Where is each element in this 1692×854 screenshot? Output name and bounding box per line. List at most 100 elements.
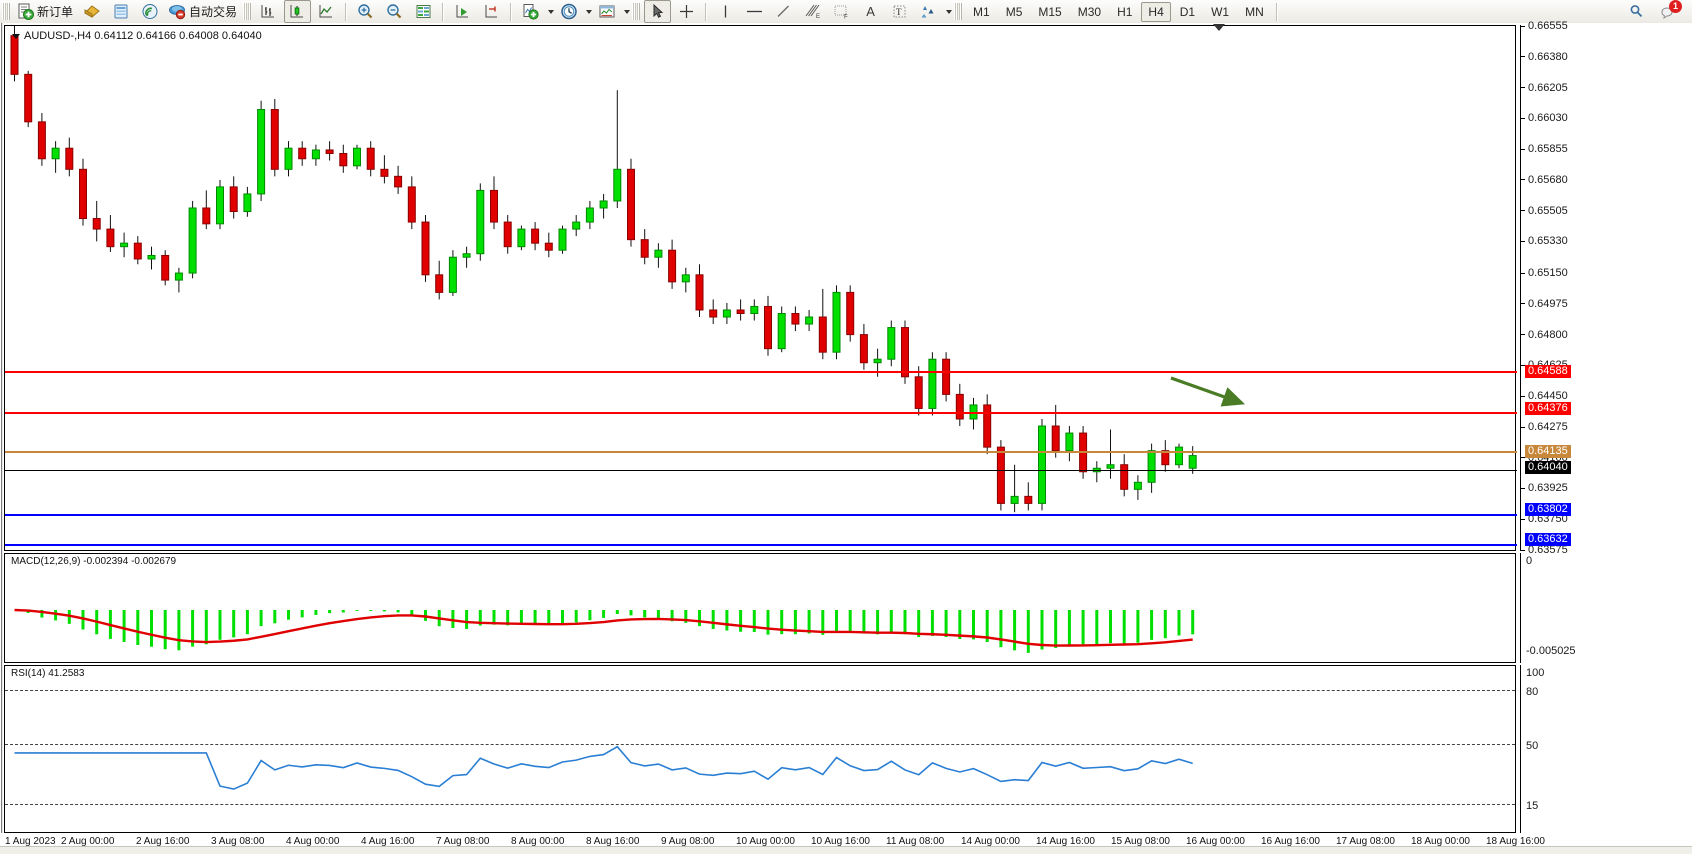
auto-trading-button[interactable]: 自动交易 (165, 0, 240, 23)
hline-icon (747, 10, 763, 13)
channel-button[interactable]: F (828, 0, 855, 23)
macd-tick: -0.005025 (1526, 645, 1576, 657)
time-tick: 9 Aug 08:00 (661, 836, 715, 847)
chart-shift-button[interactable] (478, 0, 505, 23)
cursor-button[interactable] (644, 0, 672, 23)
macd-pane[interactable]: MACD(12,26,9) -0.002394 -0.002679 (4, 553, 1516, 663)
fibo-button[interactable]: E (799, 0, 826, 23)
price-label-last-price[interactable]: 0.64040 (1525, 461, 1571, 475)
chart-top-marker (1213, 24, 1225, 31)
time-axis[interactable]: 1 Aug 2023 2 Aug 00:00 2 Aug 16:00 3 Aug 08… (4, 835, 1545, 853)
price-tick: 0.64975 (1521, 298, 1568, 310)
crosshair-button[interactable] (673, 0, 700, 23)
price-label-support-1[interactable]: 0.63802 (1525, 503, 1571, 517)
price-label-resistance-1[interactable]: 0.64588 (1525, 364, 1571, 378)
grid-button[interactable] (410, 0, 437, 23)
macd-label: MACD(12,26,9) -0.002394 -0.002679 (11, 556, 177, 567)
expert-advisor-button[interactable] (78, 0, 105, 23)
shapes-button[interactable] (915, 0, 942, 23)
time-tick: 14 Aug 16:00 (1036, 836, 1095, 847)
price-label-resistance-2[interactable]: 0.64376 (1525, 402, 1571, 416)
timeframe-m5[interactable]: M5 (1005, 4, 1023, 19)
time-tick: 14 Aug 00:00 (961, 836, 1020, 847)
crosshair-icon (680, 5, 694, 18)
trendline-button[interactable] (770, 0, 797, 23)
indicators-button[interactable] (517, 0, 544, 23)
timeframe-m1[interactable]: M1 (973, 4, 990, 19)
svg-text:F: F (844, 15, 848, 21)
toolbar-separator-2 (442, 2, 445, 21)
signal-button[interactable] (136, 0, 163, 23)
auto-trading-label: 自动交易 (189, 5, 238, 19)
indicators-dropdown-caret[interactable] (548, 9, 555, 14)
time-tick: 2 Aug 16:00 (136, 836, 190, 847)
vline-icon (724, 5, 727, 18)
level-line-resistance-1[interactable] (5, 371, 1517, 373)
timeframe-d1[interactable]: D1 (1179, 4, 1196, 19)
price-tick: 0.64275 (1521, 421, 1568, 433)
chart-area[interactable]: AUDUSD-,H4 0.64112 0.64166 0.64008 0.640… (0, 20, 1692, 853)
text-button[interactable]: A (857, 0, 884, 23)
timeframe-m30[interactable]: M30 (1077, 4, 1102, 19)
time-tick: 7 Aug 08:00 (436, 836, 490, 847)
time-tick: 4 Aug 00:00 (286, 836, 340, 847)
vline-button[interactable] (712, 0, 739, 23)
shapes-dropdown-caret[interactable] (946, 9, 953, 14)
rsi-level-50 (5, 744, 1515, 745)
price-candles (10, 26, 1197, 513)
toolbar-grip[interactable] (2, 3, 10, 20)
price-tick: 0.65330 (1521, 235, 1568, 247)
data-window-icon (114, 4, 128, 19)
level-line-support-1[interactable] (5, 514, 1517, 516)
macd-axis: 0 -0.005025 (1520, 553, 1692, 663)
alerts-button[interactable]: 1 (1655, 0, 1682, 23)
price-label-pivot-level[interactable]: 0.64135 (1525, 444, 1571, 458)
time-tick: 18 Aug 16:00 (1486, 836, 1545, 847)
line-chart-button[interactable] (313, 0, 340, 23)
timeframe-h4[interactable]: H4 (1141, 1, 1171, 22)
data-window-button[interactable] (107, 0, 134, 23)
toolbar-grip-3[interactable] (632, 3, 641, 20)
price-tick: 0.65505 (1521, 205, 1568, 217)
time-tick: 8 Aug 00:00 (511, 836, 565, 847)
rsi-label: RSI(14) 41.2583 (11, 668, 85, 679)
trendline-icon (777, 5, 789, 17)
level-line-support-2[interactable] (5, 544, 1517, 546)
svg-text:E: E (816, 14, 820, 20)
channel-icon: F (834, 5, 848, 21)
candlestick-icon (290, 5, 304, 18)
rsi-pane[interactable]: RSI(14) 41.2583 (4, 665, 1516, 833)
search-button[interactable] (1623, 0, 1650, 23)
period-dropdown-caret[interactable] (586, 9, 593, 14)
macd-tick: 0 (1526, 555, 1533, 567)
chart-collapse-icon[interactable] (12, 33, 20, 39)
templates-dropdown-caret[interactable] (624, 9, 631, 14)
price-pane[interactable]: AUDUSD-,H4 0.64112 0.64166 0.64008 0.640… (4, 25, 1517, 551)
hline-button[interactable] (741, 0, 768, 23)
timeframe-mn[interactable]: MN (1245, 4, 1264, 19)
zoom-out-button[interactable] (381, 0, 408, 23)
new-order-button[interactable]: 新订单 (14, 0, 76, 23)
bar-chart-button[interactable] (255, 0, 282, 23)
period-button[interactable] (555, 0, 582, 23)
timeframe-m15[interactable]: M15 (1038, 4, 1062, 19)
time-tick: 15 Aug 08:00 (1111, 836, 1170, 847)
text-icon: A (866, 4, 875, 19)
price-tick: 0.65680 (1521, 174, 1568, 186)
toolbar-grip-4[interactable] (954, 3, 963, 20)
time-tick: 2 Aug 00:00 (61, 836, 115, 847)
price-axis[interactable]: 0.66555 0.66380 0.66205 0.66030 0.65855 0.656… (1520, 20, 1692, 556)
zoom-in-button[interactable] (352, 0, 379, 23)
label-button[interactable]: T (886, 0, 913, 23)
level-line-resistance-2[interactable] (5, 412, 1517, 414)
expert-advisor-icon (83, 5, 100, 18)
level-line-pivot[interactable] (5, 451, 1517, 453)
timeframe-w1[interactable]: W1 (1211, 4, 1230, 19)
price-label-support-2[interactable]: 0.63632 (1525, 532, 1571, 546)
toolbar-grip-2[interactable] (243, 3, 252, 20)
auto-scroll-button[interactable] (449, 0, 476, 23)
timeframe-h1[interactable]: H1 (1117, 4, 1133, 19)
candlestick-chart-button[interactable] (284, 0, 312, 23)
templates-button[interactable] (593, 0, 620, 23)
clock-icon (560, 3, 577, 20)
